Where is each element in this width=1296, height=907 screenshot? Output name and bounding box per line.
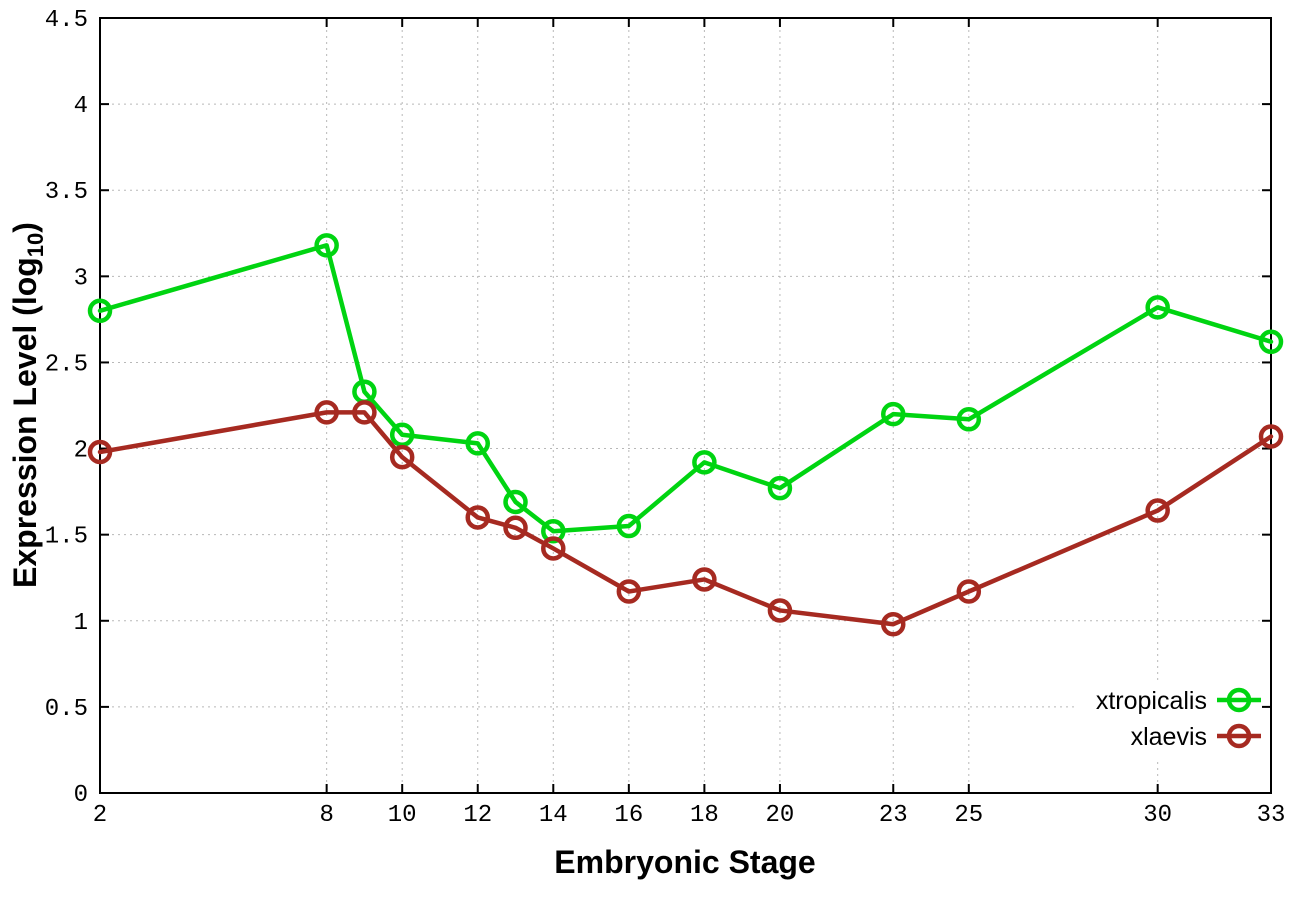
- chart-generated-layer: 2 8 10 12 14 16 18 20 23 25 30 33 0 0.5 1 1.5 2 2.5 3 3.5 4 4…: [45, 7, 1286, 829]
- marker-xtropicalis: [1258, 329, 1284, 355]
- marker-xlaevis: [692, 567, 717, 592]
- marker-xlaevis: [1145, 498, 1170, 523]
- y-tick-label: 1.5: [45, 524, 88, 551]
- x-tick-label: 10: [388, 802, 417, 829]
- y-tick-label: 2: [74, 438, 88, 465]
- marker-xtropicalis: [87, 298, 113, 324]
- x-tick-label: 20: [766, 802, 795, 829]
- marker-xtropicalis: [541, 518, 566, 544]
- marker-xlaevis: [87, 439, 113, 465]
- x-axis-title: Embryonic Stage: [554, 844, 815, 880]
- y-axis-title-close: ): [7, 222, 43, 233]
- y-axis-title-subscript: 10: [23, 233, 48, 257]
- y-tick-label: 2.5: [45, 351, 88, 378]
- marker-xlaevis: [314, 400, 339, 425]
- marker-xlaevis: [465, 505, 490, 530]
- series-line-xtropicalis: [97, 243, 1274, 534]
- marker-xlaevis: [352, 400, 377, 425]
- x-tick-label: 25: [954, 802, 983, 829]
- x-tick-label: 23: [879, 802, 908, 829]
- marker-xlaevis: [389, 444, 415, 470]
- y-tick-label: 4: [74, 93, 88, 120]
- marker-xtropicalis: [692, 450, 717, 475]
- y-tick-label: 0.5: [45, 696, 88, 723]
- series-line-xlaevis: [97, 410, 1274, 627]
- marker-xlaevis: [616, 579, 642, 604]
- x-tick-label: 18: [690, 802, 719, 829]
- marker-xtropicalis: [767, 475, 793, 501]
- marker-xtropicalis: [881, 401, 906, 427]
- y-tick-label: 4.5: [45, 7, 88, 34]
- y-tick-label: 3: [74, 265, 88, 292]
- y-axis-title-main: Expression Level (log: [7, 257, 43, 588]
- legend-label-xlaevis: xlaevis: [1131, 723, 1207, 751]
- x-tick-label: 8: [319, 802, 333, 829]
- x-tick-label: 12: [463, 802, 492, 829]
- y-tick-label: 3.5: [45, 179, 88, 206]
- y-axis-title: Expression Level (log10): [7, 222, 48, 588]
- marker-xlaevis: [541, 536, 566, 561]
- x-tick-label: 30: [1143, 802, 1172, 829]
- legend-marker-xlaevis: [1226, 723, 1252, 749]
- legend-marker-xtropicalis: [1226, 687, 1252, 713]
- marker-xtropicalis: [314, 233, 339, 258]
- y-tick-label: 1: [74, 610, 88, 637]
- x-tick-label: 16: [614, 802, 643, 829]
- marker-xtropicalis: [1145, 295, 1170, 320]
- plot-border: [99, 17, 1272, 794]
- marker-xtropicalis: [389, 422, 415, 448]
- marker-xtropicalis: [465, 431, 490, 456]
- marker-xtropicalis: [956, 407, 982, 432]
- marker-xtropicalis: [616, 513, 642, 539]
- marker-xlaevis: [956, 579, 982, 604]
- x-tick-label: 33: [1257, 802, 1286, 829]
- marker-xlaevis: [503, 515, 528, 541]
- marker-xlaevis: [881, 611, 906, 637]
- x-tick-label: 2: [93, 802, 107, 829]
- legend-label-xtropicalis: xtropicalis: [1096, 687, 1207, 715]
- x-tick-label: 14: [539, 802, 568, 829]
- marker-xlaevis: [1258, 424, 1284, 449]
- marker-xlaevis: [767, 598, 793, 623]
- y-tick-label: 0: [74, 782, 88, 809]
- marker-xtropicalis: [503, 489, 528, 515]
